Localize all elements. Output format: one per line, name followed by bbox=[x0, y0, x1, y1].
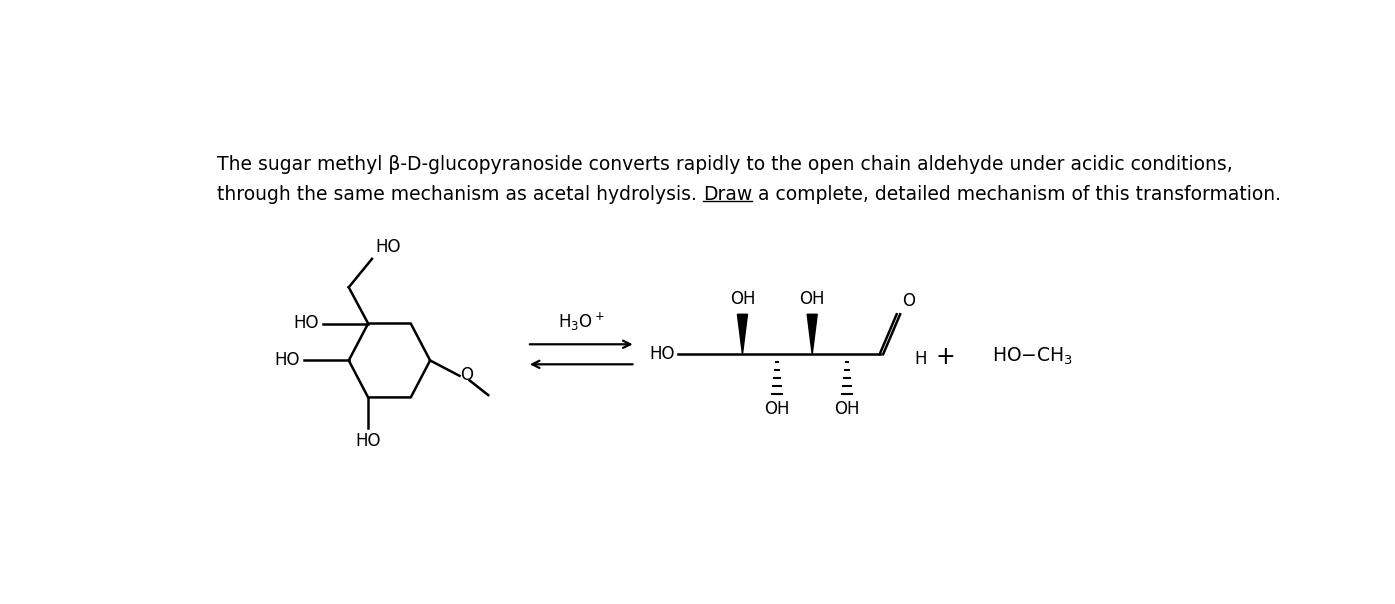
Text: HO: HO bbox=[294, 315, 319, 332]
Text: The sugar methyl β-D-glucopyranoside converts rapidly to the open chain aldehyde: The sugar methyl β-D-glucopyranoside con… bbox=[218, 155, 1233, 173]
Text: Draw: Draw bbox=[703, 185, 752, 204]
Text: HO: HO bbox=[356, 432, 381, 450]
Text: OH: OH bbox=[764, 400, 790, 419]
Text: HO: HO bbox=[650, 344, 675, 362]
Text: OH: OH bbox=[799, 290, 824, 308]
Text: through the same mechanism as acetal hydrolysis.: through the same mechanism as acetal hyd… bbox=[218, 185, 703, 204]
Text: +: + bbox=[936, 345, 956, 368]
Text: OH: OH bbox=[834, 400, 859, 419]
Text: O: O bbox=[903, 292, 915, 310]
Polygon shape bbox=[738, 314, 748, 355]
Polygon shape bbox=[808, 314, 817, 355]
Text: HO: HO bbox=[375, 238, 400, 255]
Text: O: O bbox=[460, 366, 473, 384]
Text: OH: OH bbox=[730, 290, 755, 308]
Text: HO$-$CH$_3$: HO$-$CH$_3$ bbox=[992, 346, 1073, 367]
Text: H: H bbox=[915, 350, 928, 368]
Text: HO: HO bbox=[275, 352, 300, 370]
Text: H$_3$O$^+$: H$_3$O$^+$ bbox=[558, 311, 604, 333]
Text: a complete, detailed mechanism of this transformation.: a complete, detailed mechanism of this t… bbox=[752, 185, 1281, 204]
